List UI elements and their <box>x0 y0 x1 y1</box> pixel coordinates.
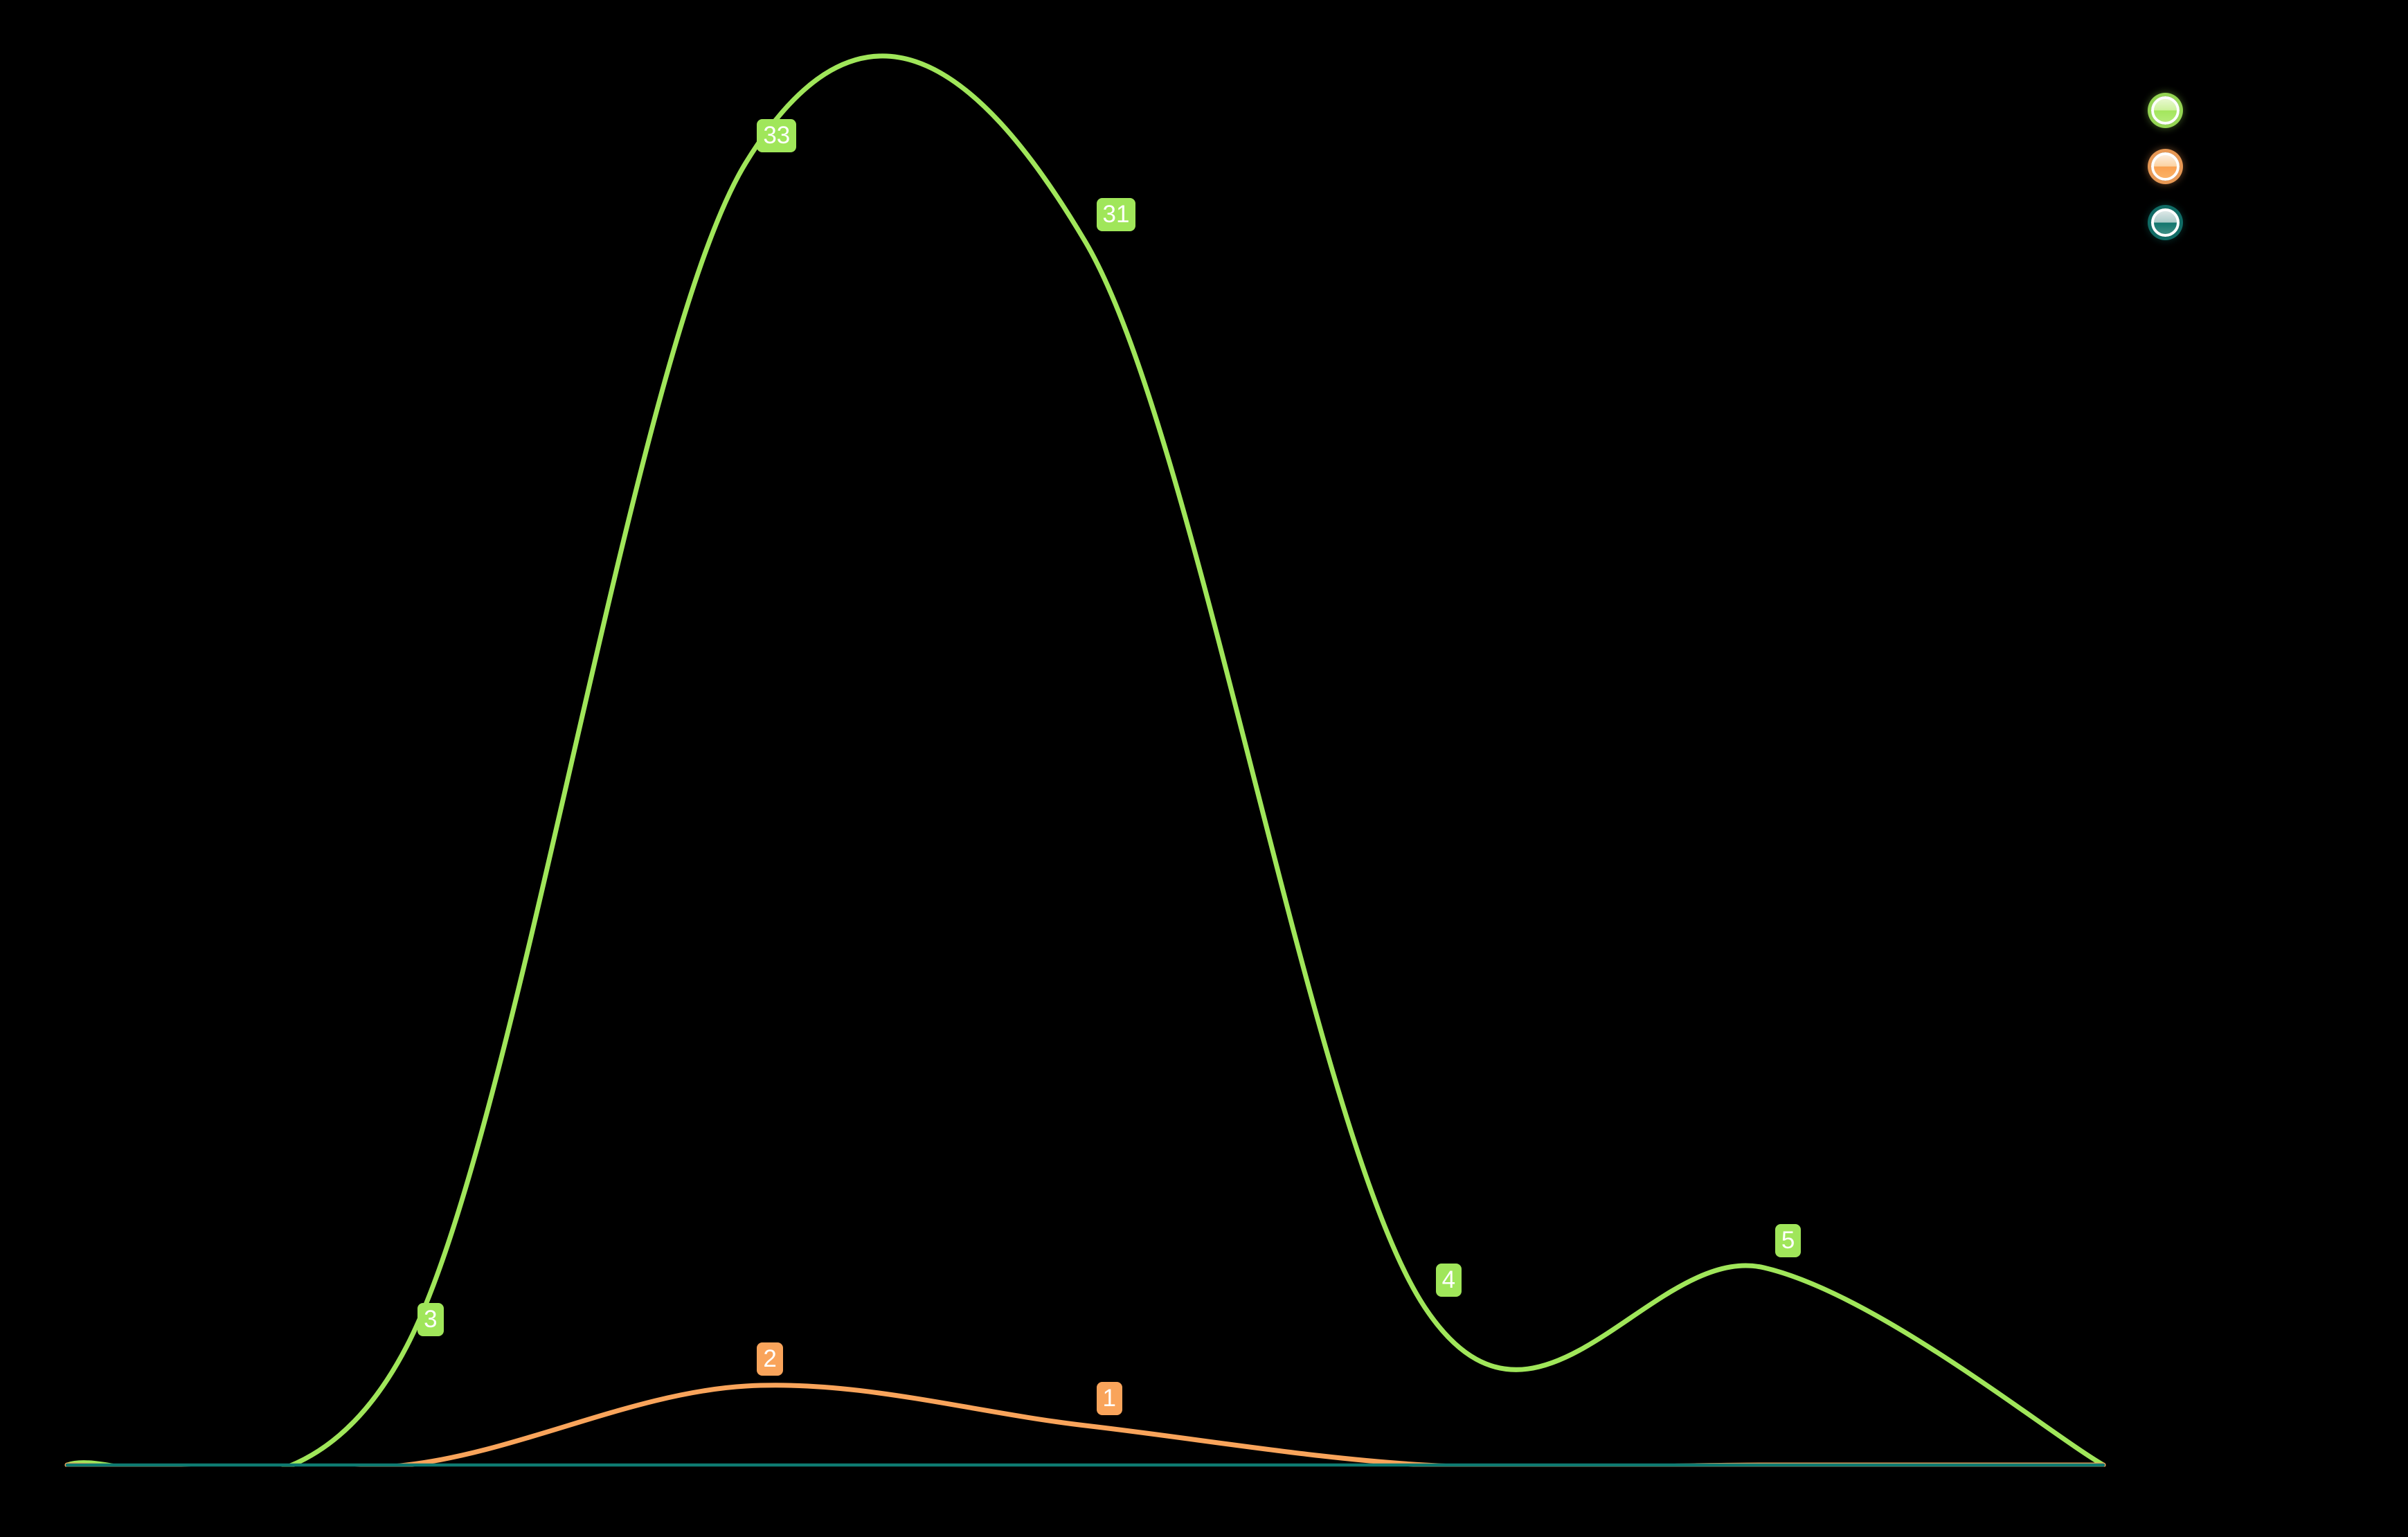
legend-marker-series-3[interactable] <box>2151 208 2180 237</box>
legend-marker-series-1[interactable] <box>2151 96 2180 125</box>
legend-marker-series-2[interactable] <box>2151 152 2180 181</box>
legend <box>2151 96 2180 237</box>
series-1-line <box>64 53 2106 1467</box>
